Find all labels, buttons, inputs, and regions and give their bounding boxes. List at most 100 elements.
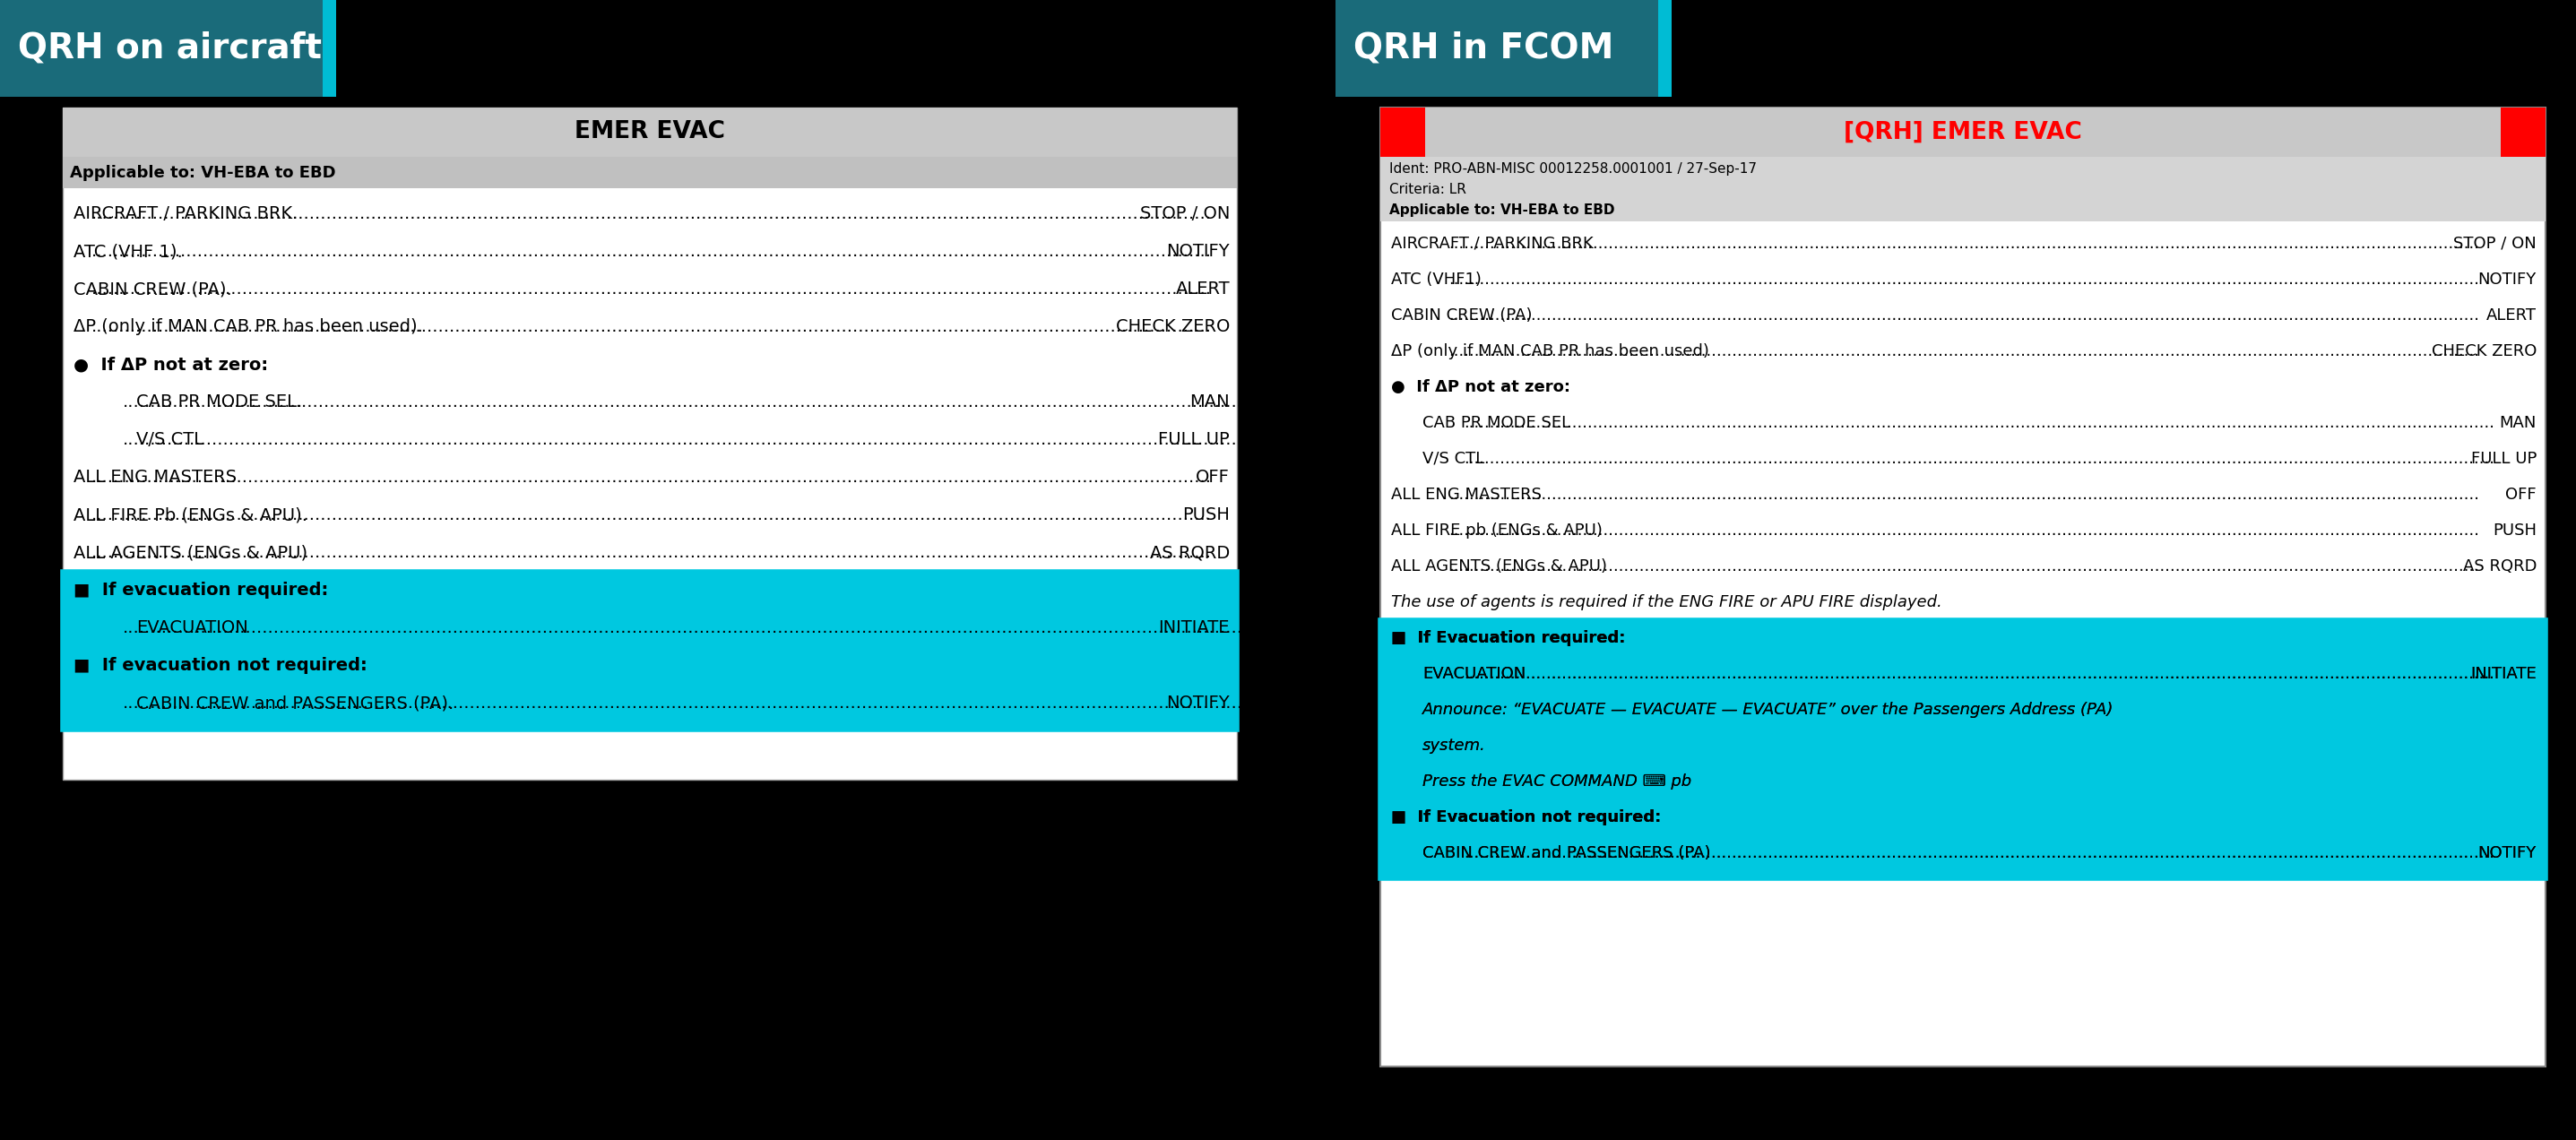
Text: Criteria: LR: Criteria: LR [1388,184,1466,197]
Text: Announce: “EVACUATE — EVACUATE — EVACUATE” over the Passengers Address (PA): Announce: “EVACUATE — EVACUATE — EVACUAT… [1422,702,2115,718]
Text: CAB PR MODE SEL.: CAB PR MODE SEL. [137,394,301,410]
Text: ■  If evacuation required:: ■ If evacuation required: [75,583,327,600]
Text: ................................................................................: ........................................… [1463,845,2496,862]
Text: ALERT: ALERT [2486,308,2537,324]
Text: INITIATE: INITIATE [2470,666,2537,682]
Text: CABIN CREW (PA): CABIN CREW (PA) [1391,308,1533,324]
Text: CHECK ZERO: CHECK ZERO [2432,343,2537,359]
Bar [62,572,1236,730]
Text: ●  If ΔP not at zero:: ● If ΔP not at zero: [1391,380,1571,396]
Text: ................................................................................: ........................................… [90,318,1211,335]
Text: ................................................................................: ........................................… [90,280,1211,298]
Text: PUSH: PUSH [2494,522,2537,538]
Text: STOP / ON: STOP / ON [2452,236,2537,252]
Text: Applicable to: VH-EBA to EBD: Applicable to: VH-EBA to EBD [70,164,335,180]
Text: The use of agents is required if the ENG FIRE or APU FIRE displayed.: The use of agents is required if the ENG… [1391,594,1942,610]
Text: ................................................................................: ........................................… [90,243,1211,260]
Text: QRH on aircraft: QRH on aircraft [18,32,322,65]
Text: OFF: OFF [2506,487,2537,503]
Text: ALERT: ALERT [1175,280,1229,298]
Bar [322,0,335,97]
Text: MAN: MAN [1190,394,1229,410]
Text: ................................................................................: ........................................… [90,507,1211,524]
Text: ................................................................................: ........................................… [90,470,1211,486]
Text: ALL ENG MASTERS: ALL ENG MASTERS [75,470,237,486]
Bar [62,157,1236,188]
Text: [QRH] EMER EVAC: [QRH] EMER EVAC [1844,121,2081,144]
Text: ALL FIRE Pb (ENGs & APU).: ALL FIRE Pb (ENGs & APU). [75,507,307,524]
Text: ■  If Evacuation required:: ■ If Evacuation required: [1391,630,1625,646]
Text: ALL FIRE pb (ENGs & APU): ALL FIRE pb (ENGs & APU) [1391,522,1602,538]
Bar [2501,107,2545,157]
Text: AS RQRD: AS RQRD [2463,559,2537,575]
Text: CABIN CREW and PASSENGERS (PA): CABIN CREW and PASSENGERS (PA) [1422,845,1710,862]
Text: ■  If evacuation not required:: ■ If evacuation not required: [75,658,368,675]
Text: ................................................................................: ........................................… [1463,415,2496,431]
Text: AS RQRD: AS RQRD [1149,545,1229,562]
Text: ●  If ΔP not at zero:: ● If ΔP not at zero: [75,356,268,373]
Text: EMER EVAC: EMER EVAC [574,121,724,144]
Text: CABIN CREW and PASSENGERS (PA).: CABIN CREW and PASSENGERS (PA). [137,695,453,712]
Text: ................................................................................: ........................................… [124,432,1244,448]
Text: Announce: “EVACUATE — EVACUATE — EVACUATE” over the Passengers Address (PA): Announce: “EVACUATE — EVACUATE — EVACUAT… [1422,702,2115,718]
Text: EVACUATION: EVACUATION [1422,666,1525,682]
Text: ALL AGENTS (ENGs & APU): ALL AGENTS (ENGs & APU) [1391,559,1607,575]
Text: Press the EVAC COMMAND ⌨ pb: Press the EVAC COMMAND ⌨ pb [1422,773,1692,790]
Text: ALL AGENTS (ENGs & APU): ALL AGENTS (ENGs & APU) [75,545,307,562]
Text: CAB PR MODE SEL: CAB PR MODE SEL [1422,415,1571,431]
Text: ................................................................................: ........................................… [1463,666,2496,682]
Text: ■  If Evacuation not required:: ■ If Evacuation not required: [1391,809,1662,825]
Text: system.: system. [1422,738,1486,754]
Bar [1381,620,2545,878]
Text: ................................................................................: ........................................… [1463,450,2496,467]
Text: ................................................................................: ........................................… [124,394,1244,410]
Text: MAN: MAN [2499,415,2537,431]
Text: V/S CTL: V/S CTL [1422,450,1484,467]
Text: CHECK ZERO: CHECK ZERO [1115,318,1229,335]
Bar [1381,107,2545,157]
Bar [0,0,322,97]
Text: INITIATE: INITIATE [1159,620,1229,637]
Bar [1381,620,2545,878]
Text: ................................................................................: ........................................… [1463,666,2496,682]
Text: ■  If Evacuation not required:: ■ If Evacuation not required: [1391,809,1662,825]
Text: ................................................................................: ........................................… [1448,559,2478,575]
Text: ................................................................................: ........................................… [1448,487,2478,503]
Text: FULL UP: FULL UP [1159,432,1229,448]
Text: ................................................................................: ........................................… [1448,343,2478,359]
Text: ■  If Evacuation required:: ■ If Evacuation required: [1391,630,1625,646]
Text: ALL ENG MASTERS: ALL ENG MASTERS [1391,487,1540,503]
Text: NOTIFY: NOTIFY [2478,271,2537,287]
Bar [1381,157,2545,221]
Bar [1381,107,2545,1067]
Bar [1334,0,1659,97]
Text: QRH in FCOM: QRH in FCOM [1352,32,1613,65]
Text: OFF: OFF [1195,470,1229,486]
Text: system.: system. [1422,738,1486,754]
Text: V/S CTL: V/S CTL [137,432,204,448]
Text: ................................................................................: ........................................… [1463,845,2496,862]
Text: PUSH: PUSH [1182,507,1229,524]
Text: Applicable to: VH-EBA to EBD: Applicable to: VH-EBA to EBD [1388,204,1615,218]
Text: ................................................................................: ........................................… [90,545,1211,562]
Text: Ident: PRO-ABN-MISC 00012258.0001001 / 27-Sep-17: Ident: PRO-ABN-MISC 00012258.0001001 / 2… [1388,163,1757,176]
Text: ATC (VHF 1).: ATC (VHF 1). [75,243,183,260]
Bar [1659,0,1672,97]
Text: ................................................................................: ........................................… [90,205,1211,222]
Text: STOP / ON: STOP / ON [1139,205,1229,222]
Text: NOTIFY: NOTIFY [2478,845,2537,862]
Text: NOTIFY: NOTIFY [1167,695,1229,712]
Text: CABIN CREW and PASSENGERS (PA): CABIN CREW and PASSENGERS (PA) [1422,845,1710,862]
Text: ................................................................................: ........................................… [1448,236,2478,252]
Text: ................................................................................: ........................................… [1448,308,2478,324]
Text: ................................................................................: ........................................… [124,695,1244,712]
Text: ΔP (only if MAN CAB PR has been used).: ΔP (only if MAN CAB PR has been used). [75,318,422,335]
Text: ................................................................................: ........................................… [1448,271,2478,287]
Bar [62,107,1236,780]
Text: EVACUATION: EVACUATION [1422,666,1525,682]
Text: ................................................................................: ........................................… [1448,522,2478,538]
Text: FULL UP: FULL UP [2470,450,2537,467]
Bar [62,107,1236,157]
Text: ΔP (only if MAN CAB PR has been used): ΔP (only if MAN CAB PR has been used) [1391,343,1708,359]
Text: EVACUATION: EVACUATION [137,620,247,637]
